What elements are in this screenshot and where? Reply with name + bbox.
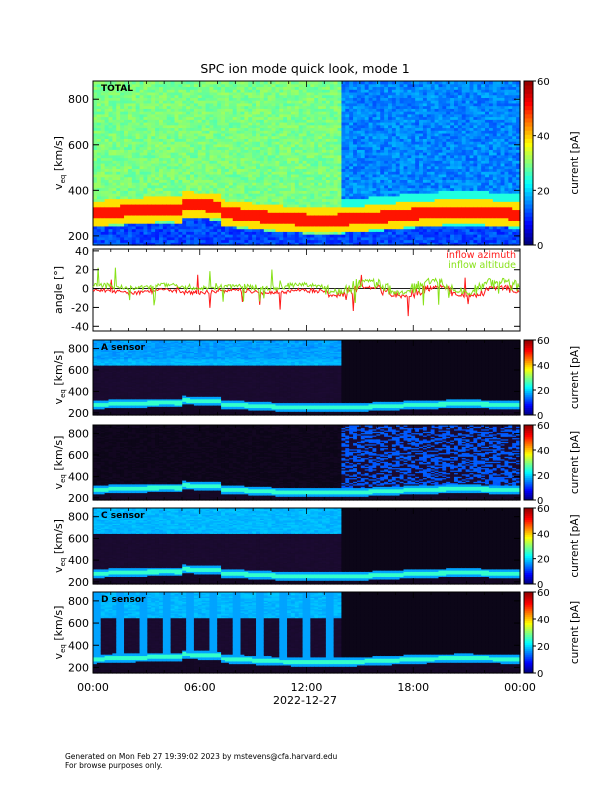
heatmap-panel-0 (93, 81, 521, 246)
figure-title: SPC ion mode quick look, mode 1 (200, 61, 409, 76)
